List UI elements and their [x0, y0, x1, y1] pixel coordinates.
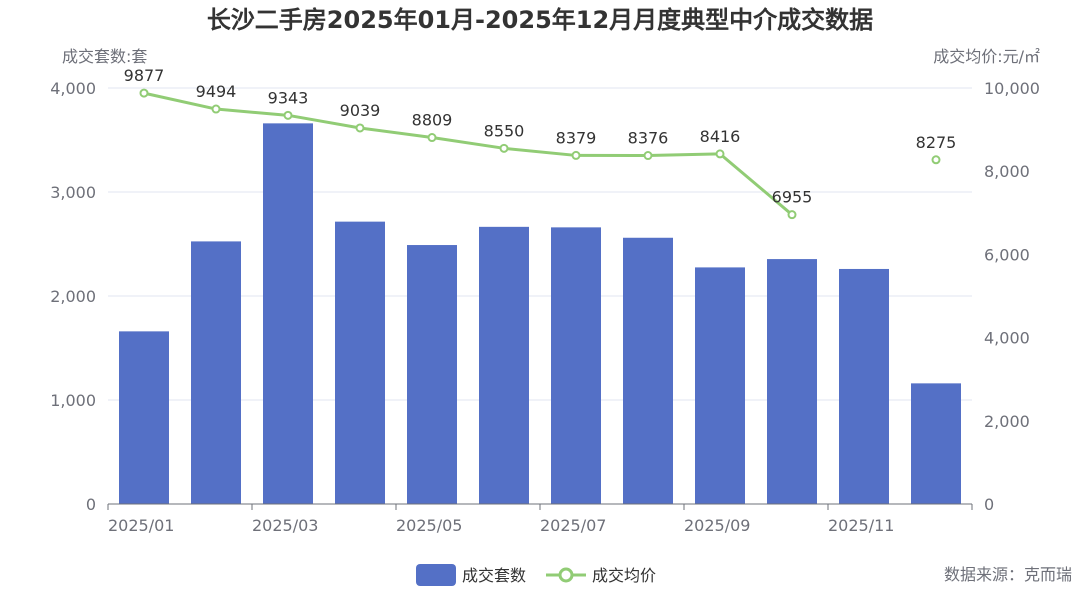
- line-data-label: 8809: [412, 111, 453, 130]
- line-point: [787, 210, 797, 220]
- y-left-axis-name: 成交套数:套: [62, 47, 147, 66]
- line-data-label: 6955: [772, 188, 813, 207]
- bar: [695, 267, 745, 504]
- line-data-label: 8550: [484, 121, 525, 140]
- line-point: [499, 143, 509, 153]
- y-left-tick-label: 1,000: [50, 391, 96, 410]
- x-tick-label: 2025/07: [540, 516, 606, 535]
- legend-line-label: 成交均价: [592, 566, 656, 585]
- y-right-tick-label: 2,000: [984, 412, 1030, 431]
- x-tick-label: 2025/01: [108, 516, 174, 535]
- line-point: [715, 149, 725, 159]
- y-right-tick-label: 0: [984, 495, 994, 514]
- chart-title: 长沙二手房2025年01月-2025年12月月度典型中介成交数据: [207, 6, 873, 34]
- bar: [551, 227, 601, 505]
- y-right-tick-label: 8,000: [984, 162, 1030, 181]
- line-point: [571, 150, 581, 160]
- line-point: [643, 151, 653, 161]
- line-data-label: 8416: [700, 127, 741, 146]
- x-tick-label: 2025/11: [828, 516, 894, 535]
- grid-lines: [108, 87, 972, 401]
- y-right-tick-label: 6,000: [984, 245, 1030, 264]
- line-point: [211, 104, 221, 114]
- bar: [911, 383, 961, 504]
- bar: [767, 259, 817, 504]
- y-left-tick-label: 3,000: [50, 183, 96, 202]
- line-point: [283, 110, 293, 120]
- bar: [335, 221, 385, 504]
- line-point: [931, 155, 941, 165]
- bar: [407, 245, 457, 505]
- y-left-tick-label: 0: [86, 495, 96, 514]
- legend-line-marker: [558, 567, 574, 583]
- legend-bar-swatch: [416, 564, 456, 586]
- bar: [263, 123, 313, 505]
- line-segment: [143, 91, 793, 216]
- x-tick-label: 2025/05: [396, 516, 462, 535]
- bar: [479, 226, 529, 504]
- bar: [839, 268, 889, 504]
- y-left-tick-label: 4,000: [50, 79, 96, 98]
- bar: [119, 331, 169, 504]
- x-tick-label: 2025/03: [252, 516, 318, 535]
- bar: [191, 241, 241, 504]
- line-data-label: 9877: [124, 66, 165, 85]
- y-right-tick-label: 4,000: [984, 329, 1030, 348]
- bar-series: [119, 123, 961, 505]
- line-data-label: 9343: [268, 88, 309, 107]
- line-data-label: 8379: [556, 128, 597, 147]
- line-data-label: 8275: [916, 133, 957, 152]
- line-point: [355, 123, 365, 133]
- legend[interactable]: 成交套数 成交均价: [416, 564, 656, 586]
- bar: [623, 237, 673, 504]
- legend-bar-label: 成交套数: [462, 566, 526, 585]
- line-data-label: 9494: [196, 82, 237, 101]
- line-series: 9877 9494 9343 9039 8809 8550 8379 8376 8416 6955…: [124, 66, 957, 220]
- x-tick-label: 2025/09: [684, 516, 750, 535]
- line-data-label: 9039: [340, 101, 381, 120]
- line-point: [427, 133, 437, 143]
- y-right-axis-name: 成交均价:元/㎡: [933, 47, 1040, 66]
- y-left-tick-label: 2,000: [50, 287, 96, 306]
- y-right-tick-label: 10,000: [984, 79, 1040, 98]
- source-note: 数据来源：克而瑞: [944, 565, 1072, 584]
- line-point: [139, 88, 149, 98]
- line-data-label: 8376: [628, 129, 669, 148]
- axes: 0 1,000 2,000 3,000 4,000 0 2,000 4,000 6,000 8,0…: [50, 79, 1040, 535]
